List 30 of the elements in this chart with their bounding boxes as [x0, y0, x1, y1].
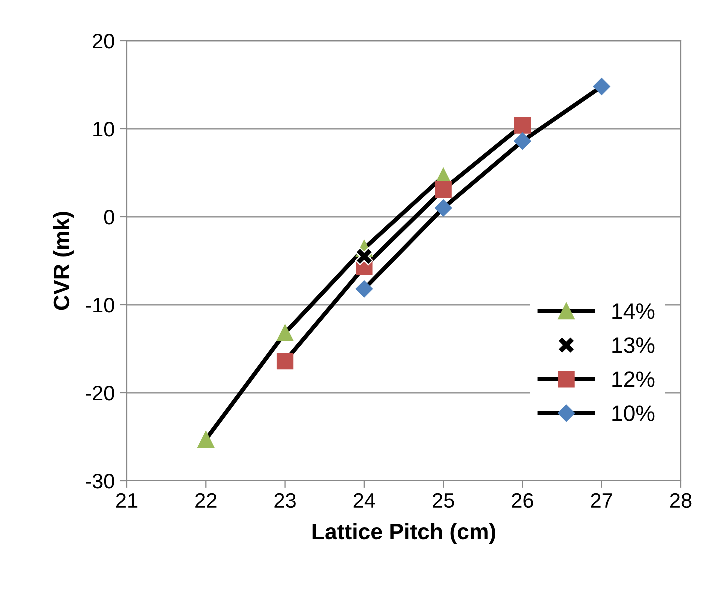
point — [356, 248, 374, 266]
point — [435, 181, 452, 198]
legend-label: 10% — [612, 406, 655, 422]
y-tick-label: -30 — [86, 474, 114, 489]
point — [356, 280, 373, 298]
x-tick-label: 21 — [116, 493, 138, 508]
x-tick-label: 22 — [196, 493, 217, 508]
x-tick-label: 23 — [274, 493, 296, 508]
point — [276, 352, 294, 370]
y-tick-label: 10 — [94, 122, 114, 137]
x-tick-label: 25 — [433, 493, 454, 508]
point — [514, 117, 532, 134]
y-tick-label: 20 — [93, 34, 114, 49]
legend-label: 13% — [612, 338, 655, 354]
y-tick-label: -20 — [86, 386, 114, 401]
y-tick-label: -10 — [86, 298, 114, 313]
x-tick-label: 28 — [670, 493, 692, 508]
x-tick-label: 24 — [354, 493, 376, 508]
y-axis-title: CVR (mk) — [53, 212, 74, 310]
x-axis-title: Lattice Pitch (cm) — [312, 523, 496, 544]
point — [435, 200, 452, 217]
legend-label: 14% — [612, 304, 655, 320]
x-tick-label: 26 — [512, 493, 534, 508]
point — [593, 78, 610, 96]
point — [198, 431, 214, 448]
point — [514, 132, 532, 150]
y-tick-label: 0 — [104, 210, 114, 225]
point — [276, 324, 294, 342]
x-tick-label: 27 — [591, 493, 612, 508]
legend-label: 12% — [612, 372, 655, 388]
